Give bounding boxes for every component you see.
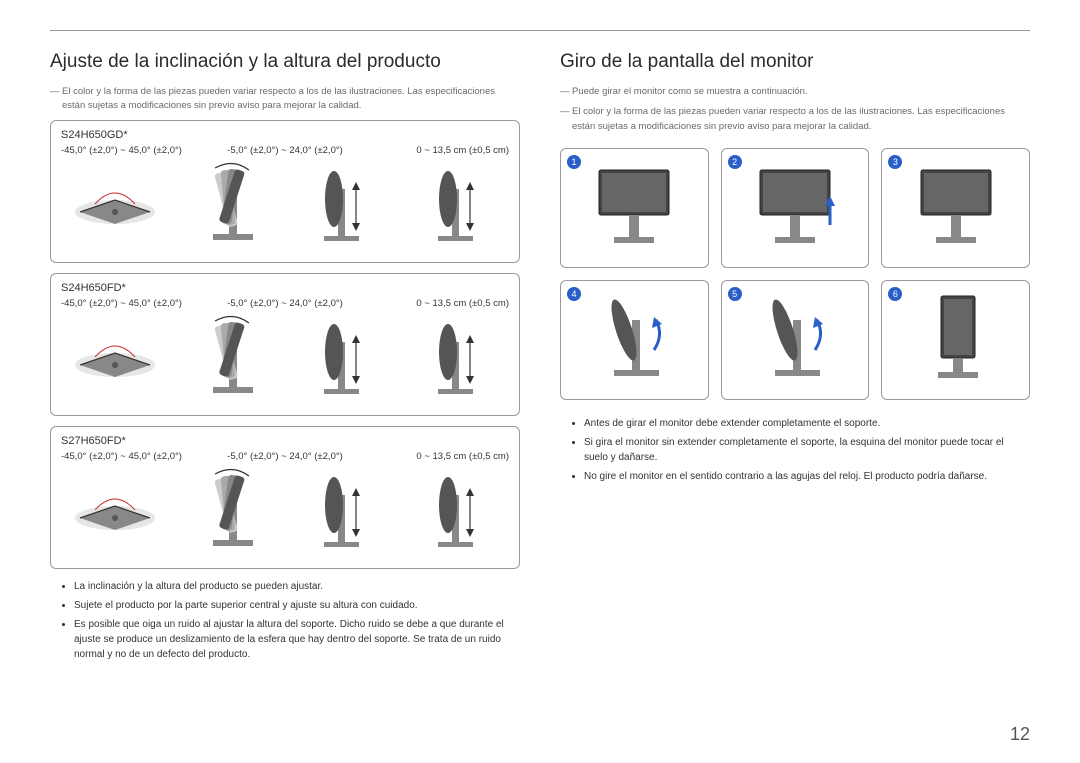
tilt-illustration bbox=[175, 315, 283, 405]
model-box: S24H650GD* -45,0° (±2,0°) ~ 45,0° (±2,0°… bbox=[50, 120, 520, 263]
model-name: S27H650FD* bbox=[61, 435, 509, 447]
swivel-spec: -45,0° (±2,0°) ~ 45,0° (±2,0°) bbox=[61, 145, 210, 156]
step-illustration bbox=[906, 160, 1006, 255]
height-icon bbox=[314, 470, 369, 555]
step-grid: 1 2 3 4 5 bbox=[560, 148, 1030, 400]
left-title: Ajuste de la inclinación y la altura del… bbox=[50, 51, 520, 73]
tilt-spec: -5,0° (±2,0°) ~ 24,0° (±2,0°) bbox=[210, 451, 359, 462]
tilt-icon bbox=[193, 317, 263, 402]
height-icon bbox=[428, 164, 483, 249]
right-note-1: Puede girar el monitor como se muestra a… bbox=[560, 85, 1030, 99]
step-number-badge: 6 bbox=[888, 287, 902, 301]
illustration-row bbox=[61, 315, 509, 405]
swivel-illustration bbox=[61, 468, 169, 558]
left-note-1: El color y la forma de las piezas pueden… bbox=[50, 85, 520, 114]
step-number-badge: 3 bbox=[888, 155, 902, 169]
swivel-illustration bbox=[61, 162, 169, 252]
step-box: 2 bbox=[721, 148, 870, 268]
main-columns: Ajuste de la inclinación y la altura del… bbox=[50, 51, 1030, 666]
height-icon bbox=[428, 317, 483, 402]
tilt-icon bbox=[193, 470, 263, 555]
height-illustration-1 bbox=[288, 468, 396, 558]
tilt-illustration bbox=[175, 468, 283, 558]
spec-row: -45,0° (±2,0°) ~ 45,0° (±2,0°) -5,0° (±2… bbox=[61, 145, 509, 156]
swivel-icon bbox=[70, 325, 160, 395]
right-note-2: El color y la forma de las piezas pueden… bbox=[560, 105, 1030, 134]
model-box: S24H650FD* -45,0° (±2,0°) ~ 45,0° (±2,0°… bbox=[50, 273, 520, 416]
height-illustration-2 bbox=[402, 315, 510, 405]
page-divider bbox=[50, 30, 1030, 31]
illustration-row bbox=[61, 468, 509, 558]
height-icon bbox=[314, 164, 369, 249]
right-title: Giro de la pantalla del monitor bbox=[560, 51, 1030, 73]
height-icon bbox=[428, 470, 483, 555]
page-number: 12 bbox=[1010, 724, 1030, 745]
left-bullets: La inclinación y la altura del producto … bbox=[50, 579, 520, 662]
swivel-icon bbox=[70, 172, 160, 242]
tilt-illustration bbox=[175, 162, 283, 252]
step-box: 3 bbox=[881, 148, 1030, 268]
step-illustration bbox=[584, 160, 684, 255]
model-name: S24H650FD* bbox=[61, 282, 509, 294]
bullet-item: Antes de girar el monitor debe extender … bbox=[584, 416, 1030, 431]
step-illustration bbox=[745, 290, 845, 390]
swivel-spec: -45,0° (±2,0°) ~ 45,0° (±2,0°) bbox=[61, 451, 210, 462]
height-spec: 0 ~ 13,5 cm (±0,5 cm) bbox=[360, 451, 509, 462]
swivel-spec: -45,0° (±2,0°) ~ 45,0° (±2,0°) bbox=[61, 298, 210, 309]
step-illustration bbox=[745, 160, 845, 255]
left-column: Ajuste de la inclinación y la altura del… bbox=[50, 51, 520, 666]
model-box: S27H650FD* -45,0° (±2,0°) ~ 45,0° (±2,0°… bbox=[50, 426, 520, 569]
bullet-item: Es posible que oiga un ruido al ajustar … bbox=[74, 617, 520, 662]
tilt-spec: -5,0° (±2,0°) ~ 24,0° (±2,0°) bbox=[210, 145, 359, 156]
spec-row: -45,0° (±2,0°) ~ 45,0° (±2,0°) -5,0° (±2… bbox=[61, 298, 509, 309]
bullet-item: Si gira el monitor sin extender completa… bbox=[584, 435, 1030, 465]
bullet-item: Sujete el producto por la parte superior… bbox=[74, 598, 520, 613]
step-illustration bbox=[906, 290, 1006, 390]
height-illustration-2 bbox=[402, 468, 510, 558]
step-box: 1 bbox=[560, 148, 709, 268]
height-icon bbox=[314, 317, 369, 402]
height-illustration-1 bbox=[288, 315, 396, 405]
right-bullets: Antes de girar el monitor debe extender … bbox=[560, 416, 1030, 484]
height-illustration-2 bbox=[402, 162, 510, 252]
right-column: Giro de la pantalla del monitor Puede gi… bbox=[560, 51, 1030, 666]
swivel-icon bbox=[70, 478, 160, 548]
step-box: 5 bbox=[721, 280, 870, 400]
height-illustration-1 bbox=[288, 162, 396, 252]
height-spec: 0 ~ 13,5 cm (±0,5 cm) bbox=[360, 145, 509, 156]
tilt-spec: -5,0° (±2,0°) ~ 24,0° (±2,0°) bbox=[210, 298, 359, 309]
step-box: 4 bbox=[560, 280, 709, 400]
step-box: 6 bbox=[881, 280, 1030, 400]
tilt-icon bbox=[193, 164, 263, 249]
step-number-badge: 2 bbox=[728, 155, 742, 169]
step-illustration bbox=[584, 290, 684, 390]
swivel-illustration bbox=[61, 315, 169, 405]
illustration-row bbox=[61, 162, 509, 252]
step-number-badge: 4 bbox=[567, 287, 581, 301]
step-number-badge: 1 bbox=[567, 155, 581, 169]
step-number-badge: 5 bbox=[728, 287, 742, 301]
height-spec: 0 ~ 13,5 cm (±0,5 cm) bbox=[360, 298, 509, 309]
model-name: S24H650GD* bbox=[61, 129, 509, 141]
spec-row: -45,0° (±2,0°) ~ 45,0° (±2,0°) -5,0° (±2… bbox=[61, 451, 509, 462]
models-container: S24H650GD* -45,0° (±2,0°) ~ 45,0° (±2,0°… bbox=[50, 120, 520, 569]
bullet-item: No gire el monitor en el sentido contrar… bbox=[584, 469, 1030, 484]
bullet-item: La inclinación y la altura del producto … bbox=[74, 579, 520, 594]
